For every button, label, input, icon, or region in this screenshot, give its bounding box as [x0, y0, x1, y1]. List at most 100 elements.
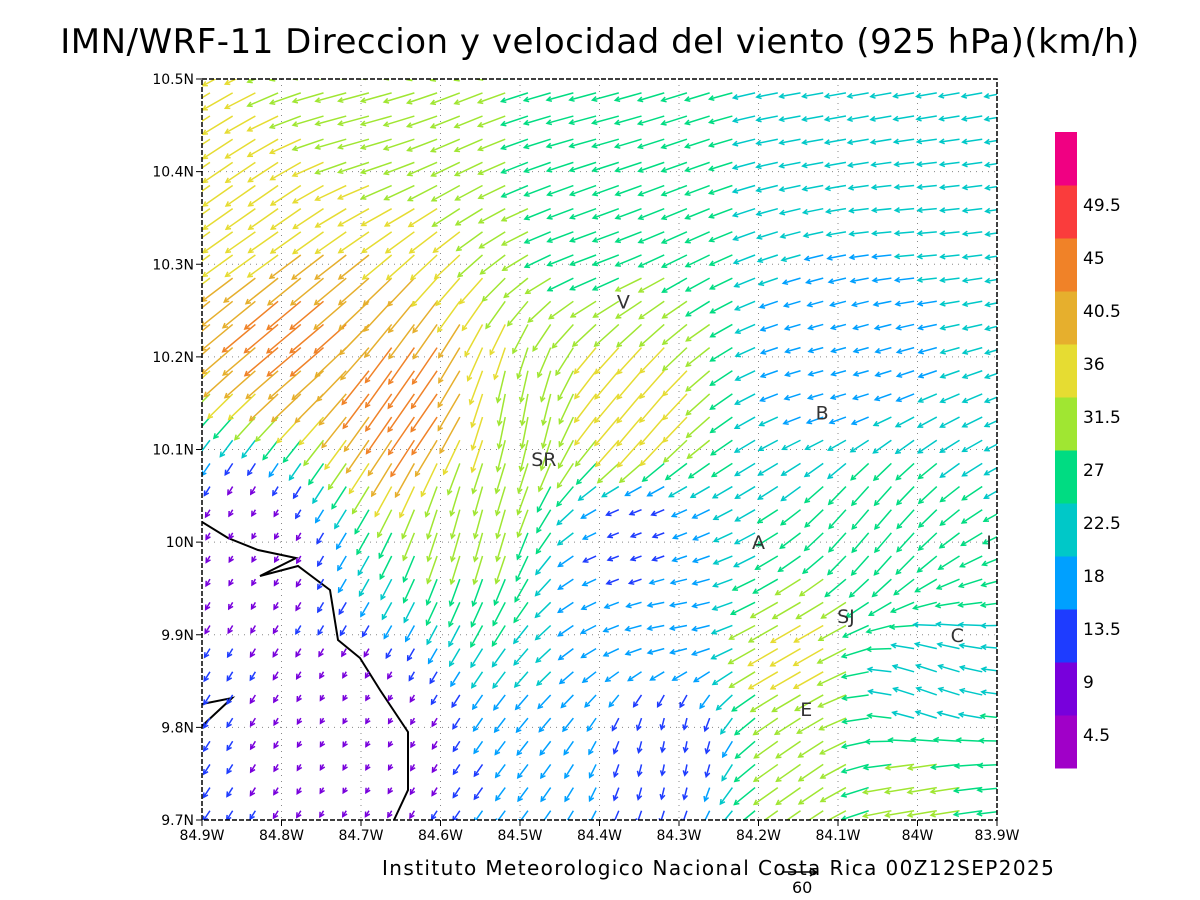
wind-vector — [473, 810, 484, 820]
wind-vector — [228, 532, 234, 540]
wind-vector — [449, 486, 461, 517]
wind-vector — [668, 601, 688, 608]
wind-vector — [938, 532, 960, 549]
wind-vector — [773, 717, 801, 736]
wind-vector — [314, 208, 347, 228]
colorbar-segment — [1055, 238, 1077, 292]
wind-vector — [873, 393, 892, 402]
wind-vector — [495, 370, 506, 404]
wind-vector — [869, 138, 892, 145]
wind-vector — [827, 439, 847, 451]
wind-vector — [660, 184, 688, 197]
wind-vector — [223, 370, 256, 399]
wind-vector — [961, 323, 983, 331]
wind-vector — [801, 184, 824, 192]
wind-vector — [874, 370, 892, 378]
wind-vector — [591, 277, 620, 291]
wind-vector — [804, 277, 824, 285]
wind-vector — [889, 601, 915, 614]
credit-line: Instituto Meteorologico Nacional Costa R… — [382, 856, 1056, 880]
wind-vector — [984, 184, 997, 191]
wind-vector — [658, 810, 665, 820]
wind-vector — [917, 323, 937, 331]
wind-vector — [847, 184, 869, 191]
wind-vector — [580, 648, 597, 659]
wind-vector — [712, 509, 733, 521]
wind-vector — [629, 555, 642, 562]
wind-vector — [424, 486, 438, 518]
wind-vector — [733, 439, 756, 453]
wind-vector — [711, 601, 733, 611]
wind-vector — [523, 254, 551, 269]
wind-vector — [202, 161, 211, 169]
wind-vector — [569, 300, 597, 318]
city-label: I — [986, 532, 992, 554]
wind-vector — [869, 115, 892, 122]
wind-vector — [202, 787, 211, 799]
city-label: C — [951, 625, 964, 647]
wind-vector — [429, 92, 461, 106]
lon-tick-label: 84.5W — [497, 828, 542, 844]
wind-vector — [895, 555, 915, 575]
wind-vector — [202, 79, 217, 87]
wind-vector — [754, 555, 779, 570]
wind-vector — [461, 300, 484, 332]
wind-vector — [588, 740, 597, 756]
wind-vector — [249, 717, 257, 728]
wind-vector — [319, 671, 325, 680]
city-label: V — [617, 291, 630, 313]
wind-vector — [282, 439, 302, 464]
wind-vector — [596, 462, 620, 484]
wind-vector — [731, 92, 756, 100]
wind-vector — [980, 580, 997, 588]
wind-vector — [202, 323, 211, 333]
wind-vector — [442, 439, 461, 476]
wind-vector — [314, 138, 347, 150]
wind-vector — [797, 786, 824, 805]
city-label: A — [752, 532, 765, 554]
wind-vector — [243, 300, 279, 330]
wind-vector — [871, 253, 892, 260]
wind-vector — [370, 463, 393, 498]
wind-vector — [709, 416, 733, 434]
wind-vector — [980, 689, 997, 696]
wind-vector — [732, 555, 756, 568]
wind-vector — [636, 741, 643, 754]
wind-vector — [612, 764, 620, 779]
wind-vector — [958, 664, 983, 673]
wind-vector — [685, 416, 711, 439]
wind-vector — [204, 625, 211, 635]
wind-vector — [685, 370, 711, 392]
wind-vector — [557, 578, 574, 590]
wind-vector — [734, 323, 756, 334]
wind-vector — [291, 370, 325, 401]
wind-vector — [202, 231, 234, 254]
wind-vector — [651, 555, 665, 562]
wind-vector — [712, 555, 733, 565]
wind-vector — [683, 92, 710, 102]
wind-vector — [783, 393, 801, 401]
wind-vector — [709, 70, 732, 77]
colorbar-segment — [1055, 132, 1077, 186]
wind-vector — [592, 70, 618, 78]
wind-vector — [819, 763, 847, 779]
wind-vector — [960, 509, 983, 524]
wind-vector — [471, 694, 484, 711]
wind-vector — [910, 736, 937, 743]
wind-vector — [516, 347, 529, 380]
wind-vector — [314, 161, 347, 175]
wind-vector — [715, 694, 733, 711]
wind-vector — [840, 763, 869, 774]
wind-vector — [580, 601, 597, 611]
wind-vector — [536, 486, 552, 513]
wind-vector — [636, 92, 665, 103]
wind-vector — [707, 92, 733, 102]
wind-vector — [682, 787, 688, 801]
wind-vector — [641, 462, 665, 483]
wind-vector — [224, 161, 256, 184]
wind-vector — [692, 532, 710, 541]
wind-vector — [637, 184, 665, 197]
coastline — [202, 521, 409, 820]
colorbar-segment — [1055, 185, 1077, 239]
wind-vector — [823, 138, 847, 146]
